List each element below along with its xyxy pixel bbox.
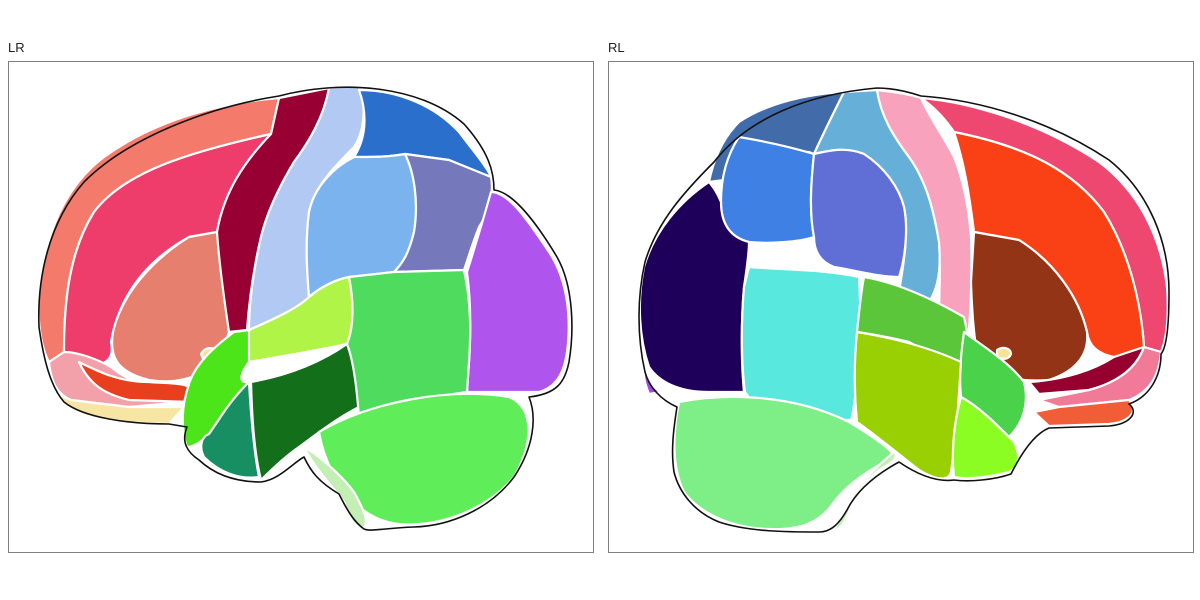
- region-superior-parietal: [719, 135, 816, 244]
- right-panel-title: RL: [608, 40, 625, 55]
- region-lateral-occipital: [832, 450, 897, 532]
- right-hemisphere: [638, 87, 1170, 533]
- left-hemisphere-outline: [37, 86, 573, 531]
- region-bankssts: [740, 265, 862, 422]
- right-panel: [608, 61, 1194, 553]
- region-superior-temporal: [181, 328, 251, 449]
- region-rostral-middle-frontal: [952, 130, 1146, 359]
- right-hemisphere-outline: [638, 87, 1170, 533]
- region-supramarginal: [809, 148, 908, 279]
- region-middle-temporal: [853, 330, 963, 480]
- region-temporal-pole: [200, 380, 261, 479]
- left-hemisphere: [37, 84, 573, 531]
- left-panel: [8, 61, 594, 553]
- region-lateral-orbitofrontal: [77, 360, 196, 404]
- region-inferior-temporal: [673, 395, 896, 531]
- region-lateral-occipital: [302, 445, 368, 529]
- region-pars-orbitalis: [1037, 345, 1163, 409]
- region-insula: [995, 346, 1013, 360]
- region-frontal-pole: [55, 392, 186, 426]
- left-hemisphere-view: [37, 84, 573, 531]
- region-lateral-orbitofrontal: [1032, 398, 1134, 428]
- right-hemisphere-view: [638, 87, 1170, 533]
- left-panel-title: LR: [8, 40, 25, 55]
- region-inferior-parietal: [465, 190, 570, 394]
- region-temporal-pole: [951, 395, 1020, 480]
